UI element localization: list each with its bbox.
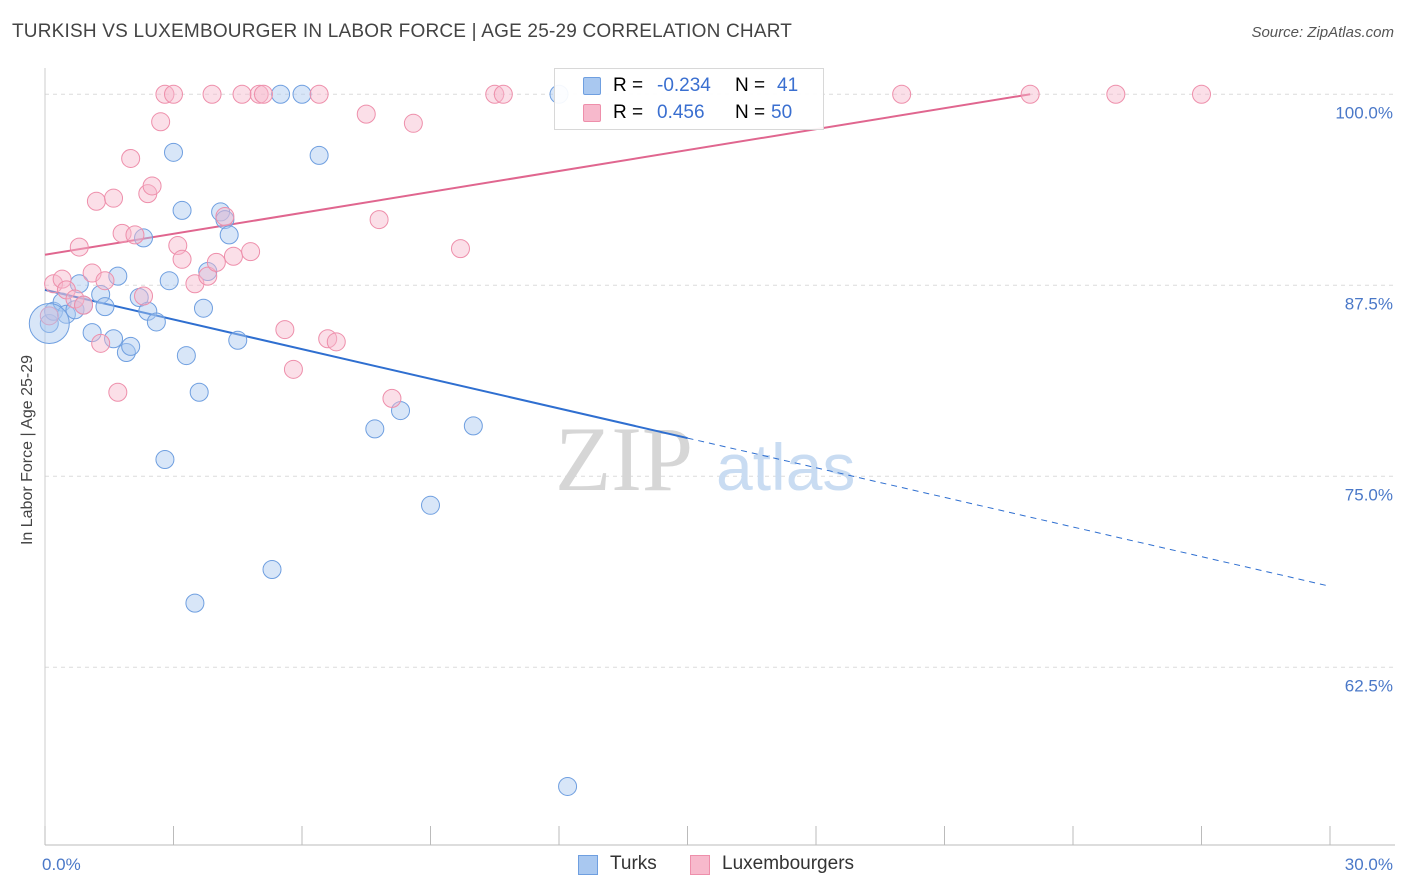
point-luxembourgers [172,249,192,269]
point-luxembourgers [134,286,154,306]
legend-r-label: R = [613,75,644,96]
legend-n-value-luxembourgers: 50 [771,102,793,123]
point-luxembourgers [232,84,252,104]
point-turks [172,200,192,220]
y-tick-label: 100.0% [1335,103,1393,122]
point-luxembourgers [356,104,376,124]
watermark: ZIP atlas [555,408,855,510]
point-turks [421,495,440,515]
watermark-zip: ZIP [555,408,693,510]
source-credit: Source: ZipAtlas.com [1251,24,1394,41]
point-luxembourgers [202,84,222,104]
point-turks [262,559,282,579]
point-luxembourgers [369,210,389,230]
point-turks [56,304,76,324]
bottom-legend-label-luxembourgers: Luxembourgers [722,853,855,874]
point-luxembourgers [1106,84,1126,104]
point-luxembourgers [86,191,106,211]
watermark-atlas: atlas [716,430,855,504]
point-turks [159,271,179,291]
point-luxembourgers [104,188,124,208]
legend-n-value-turks: 41 [777,75,799,96]
x-tick-label-min: 0.0% [42,855,81,874]
point-turks [108,266,128,286]
point-luxembourgers [241,242,261,262]
point-turks [104,329,124,349]
point-turks [309,145,329,165]
point-turks [219,225,239,245]
point-turks [463,416,483,436]
point-luxembourgers [206,252,226,272]
point-turks [146,312,166,332]
point-turks [228,330,248,350]
point-luxembourgers [198,266,218,286]
point-luxembourgers [108,382,128,402]
point-luxembourgers [493,84,513,104]
point-luxembourgers [39,306,59,326]
y-tick-label: 87.5% [1345,294,1393,313]
point-luxembourgers [74,295,94,315]
chart-title: TURKISH VS LUXEMBOURGER IN LABOR FORCE |… [12,21,793,42]
point-luxembourgers [52,269,72,289]
point-turks [185,593,205,613]
point-luxembourgers [121,148,141,168]
point-luxembourgers [253,84,273,104]
point-turks [292,84,312,104]
legend-n-label: N = [735,102,766,123]
point-luxembourgers [69,237,89,257]
bottom-legend-swatch-turks [578,855,598,875]
point-luxembourgers [142,176,162,196]
point-luxembourgers [44,274,64,294]
point-turks [155,449,175,469]
point-turks [39,313,59,333]
point-luxembourgers [1192,84,1211,104]
y-tick-label: 75.0% [1345,485,1393,504]
point-luxembourgers [1020,84,1040,104]
point-luxembourgers [249,84,269,104]
point-luxembourgers [382,388,402,408]
axes [44,68,1395,846]
correlation-legend: R = -0.234 N = 41 R = 0.456 N = 50 [554,68,824,130]
point-luxembourgers [95,271,115,291]
point-turks [121,336,141,356]
point-turks-cluster [28,302,70,344]
x-tick-label-max: 30.0% [1345,855,1393,874]
point-luxembourgers [91,333,111,353]
gridlines [45,93,1395,668]
point-luxembourgers [283,359,303,379]
legend-swatch-luxembourgers [583,104,601,122]
point-turks [558,776,578,796]
point-turks [95,297,115,317]
point-luxembourgers [450,239,470,259]
point-turks [164,142,183,162]
legend-r-label: R = [613,102,644,123]
bottom-legend-swatch-luxembourgers [690,855,710,875]
point-turks [176,346,196,366]
point-luxembourgers [215,207,235,227]
point-turks [65,300,85,320]
point-luxembourgers [125,225,145,245]
trend-line-luxembourgers [44,93,1031,256]
point-luxembourgers [275,320,295,340]
legend-r-value-luxembourgers: 0.456 [657,102,705,123]
point-luxembourgers [223,246,243,266]
legend-r-value-turks: -0.234 [657,75,711,96]
point-luxembourgers [164,84,183,104]
point-luxembourgers [326,332,346,352]
point-luxembourgers [309,84,329,104]
bottom-legend-label-turks: Turks [610,853,657,874]
point-turks [193,298,213,318]
point-turks [365,419,385,439]
tick-labels: 62.5% 75.0% 87.5% 100.0% 0.0% 30.0% [42,103,1393,874]
point-turks [271,84,291,104]
legend-n-label: N = [735,75,766,96]
point-luxembourgers [151,112,171,132]
y-tick-label: 62.5% [1345,676,1393,695]
data-points [28,84,1211,796]
point-luxembourgers [403,113,423,133]
legend-swatch-turks [583,77,601,95]
point-luxembourgers [892,84,912,104]
point-turks [189,382,209,402]
